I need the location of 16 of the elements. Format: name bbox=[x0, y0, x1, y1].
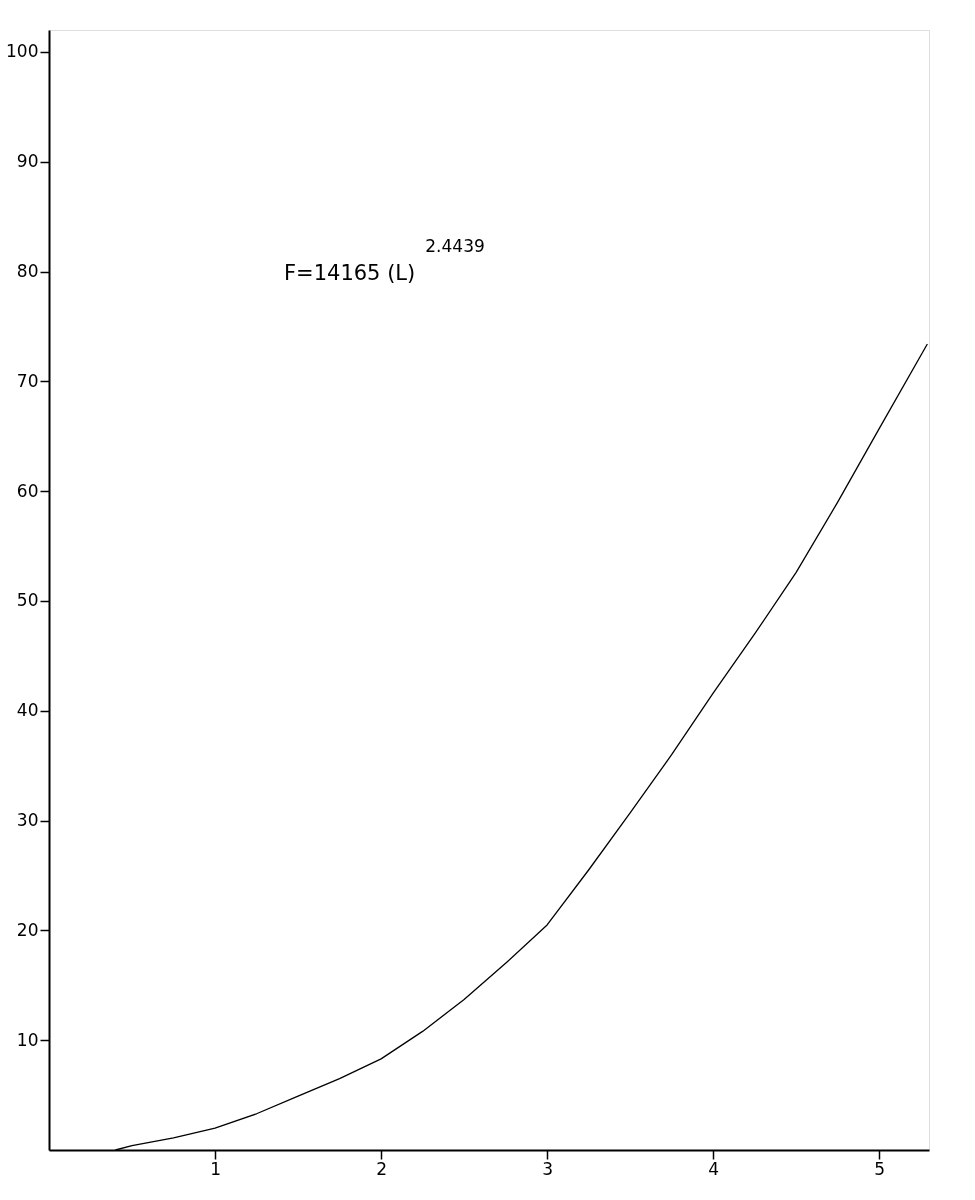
y-tick-label: 60 bbox=[16, 480, 39, 501]
y-tick-label: 50 bbox=[16, 590, 39, 611]
x-tick-label: 3 bbox=[542, 1158, 554, 1179]
x-tick-label: 2 bbox=[376, 1158, 387, 1179]
x-tick-label: 4 bbox=[708, 1158, 720, 1179]
x-tick-label: 1 bbox=[210, 1158, 221, 1179]
y-tick-label: 100 bbox=[6, 41, 39, 62]
y-tick-label: 70 bbox=[16, 370, 39, 391]
x-tick-label: 5 bbox=[874, 1158, 886, 1179]
annotation: F=14165 (L)2.4439 bbox=[284, 236, 485, 285]
y-tick-label: 20 bbox=[16, 919, 39, 940]
y-tick-label: 90 bbox=[16, 151, 39, 172]
y-tick-label: 30 bbox=[16, 810, 39, 831]
y-tick-label: 40 bbox=[16, 700, 39, 721]
y-tick-label: 80 bbox=[16, 261, 39, 282]
y-tick-label: 10 bbox=[16, 1029, 39, 1050]
